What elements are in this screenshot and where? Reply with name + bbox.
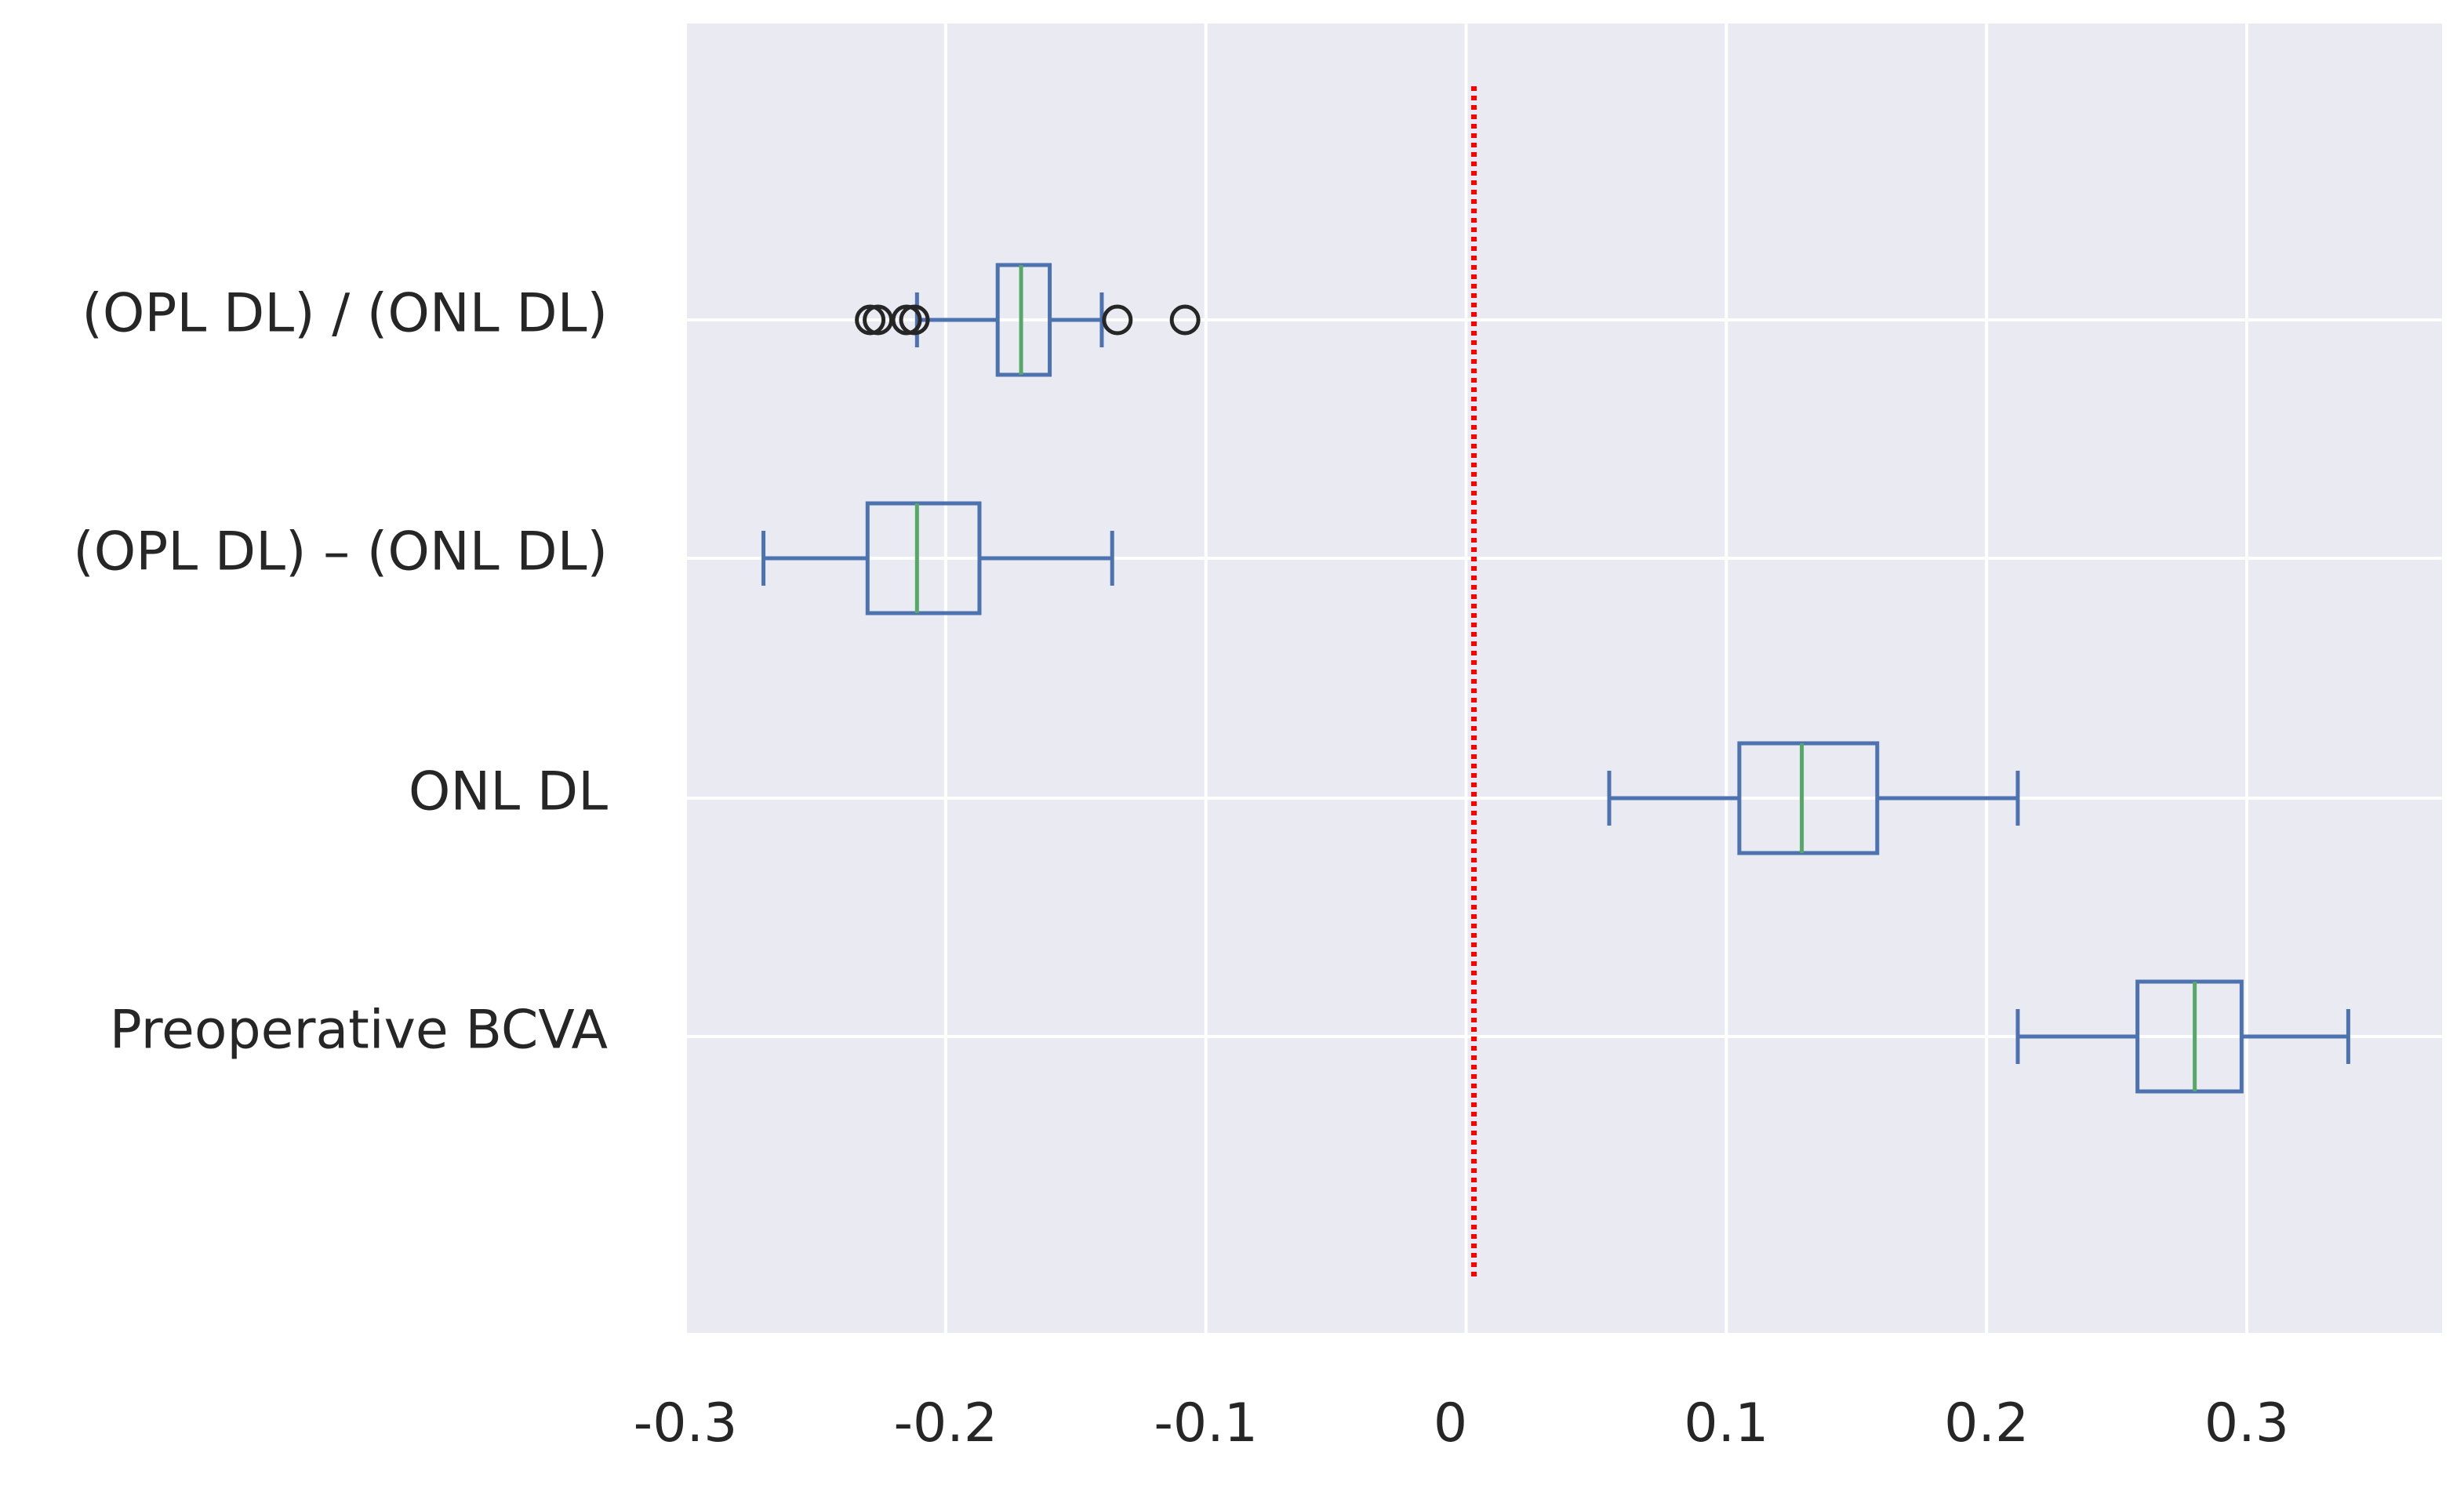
category-label: (OPL DL) / (ONL DL) <box>82 283 608 345</box>
iqr-box <box>2135 979 2244 1094</box>
x-tick-label: -0.1 <box>1154 1392 1258 1454</box>
outlier-point <box>1169 304 1201 336</box>
category-label: (OPL DL) – (ONL DL) <box>73 521 608 583</box>
x-tick-label: 0 <box>1434 1392 1467 1454</box>
outlier-point <box>855 304 886 336</box>
outlier-point <box>899 304 930 336</box>
category-labels: (OPL DL) / (ONL DL) (OPL DL) – (ONL DL) ON… <box>73 283 608 1062</box>
category-label: Preoperative BCVA <box>110 1000 608 1062</box>
x-tick-label: -0.3 <box>634 1392 738 1454</box>
x-tick-label: 0.3 <box>2204 1392 2289 1454</box>
grid-lines <box>684 24 2442 1333</box>
iqr-box <box>995 263 1052 377</box>
outlier-point <box>863 304 894 336</box>
iqr-box <box>1737 741 1880 855</box>
x-tick-label: 0.2 <box>1944 1392 2029 1454</box>
iqr-box <box>865 501 982 615</box>
box-series <box>761 501 1114 615</box>
box-series <box>1607 741 2020 855</box>
plot-background <box>685 24 2442 1333</box>
outlier-point <box>1102 304 1133 336</box>
x-tick-label: 0.1 <box>1684 1392 1768 1454</box>
box-series <box>2015 979 2350 1094</box>
box-series <box>855 263 1201 377</box>
outlier-point <box>891 304 922 336</box>
x-tick-label: -0.2 <box>893 1392 998 1454</box>
boxes-group <box>761 263 2350 1094</box>
category-label: ONL DL <box>409 761 608 823</box>
x-tick-labels: -0.3 -0.2 -0.1 0 0.1 0.2 0.3 <box>634 1392 2289 1454</box>
